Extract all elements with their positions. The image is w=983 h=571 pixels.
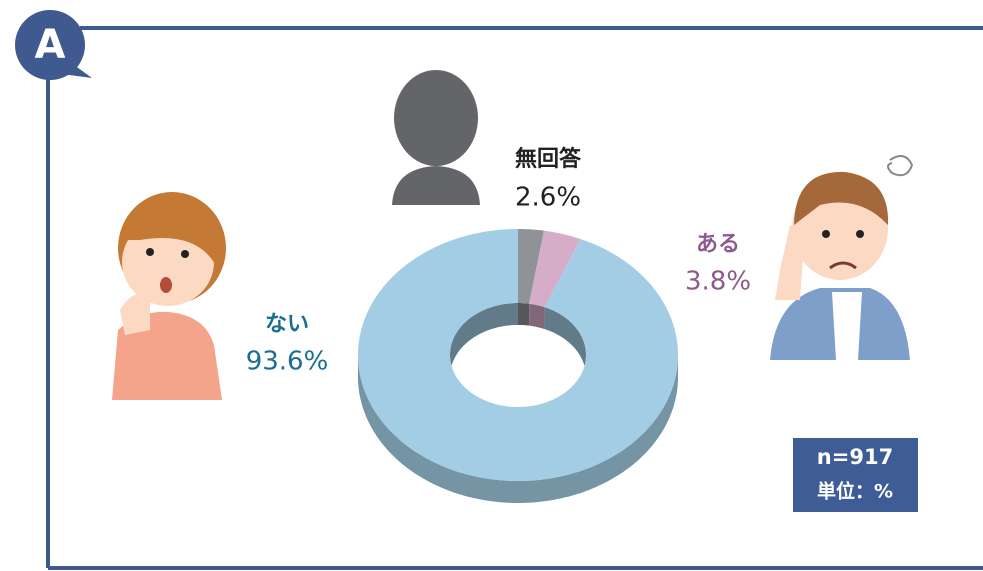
value-label: 2.6% xyxy=(515,183,581,213)
badge: A xyxy=(15,10,92,80)
unit: 単位：% xyxy=(817,480,893,503)
category-label: 無回答 xyxy=(515,146,582,172)
sample-size: n=917 xyxy=(817,445,893,469)
value-label: 3.8% xyxy=(685,267,751,297)
value-label: 93.6% xyxy=(246,347,329,377)
category-label: ある xyxy=(696,232,740,257)
inner-wall xyxy=(529,304,545,329)
category-label: ない xyxy=(265,312,309,337)
page: A n=917 単位：% 無回答2.6%ある3.8%ない93.6% (() =>… xyxy=(0,0,983,571)
badge-label: A xyxy=(35,22,66,68)
note-box: n=917 単位：% xyxy=(793,438,918,512)
icon-woman xyxy=(112,192,226,400)
inner-wall xyxy=(518,303,529,326)
icon-man xyxy=(770,156,912,360)
chart: A n=917 単位：% 無回答 2.6% ある 3.8% ない 93.6% xyxy=(0,0,983,571)
icon-no-answer xyxy=(392,70,480,205)
